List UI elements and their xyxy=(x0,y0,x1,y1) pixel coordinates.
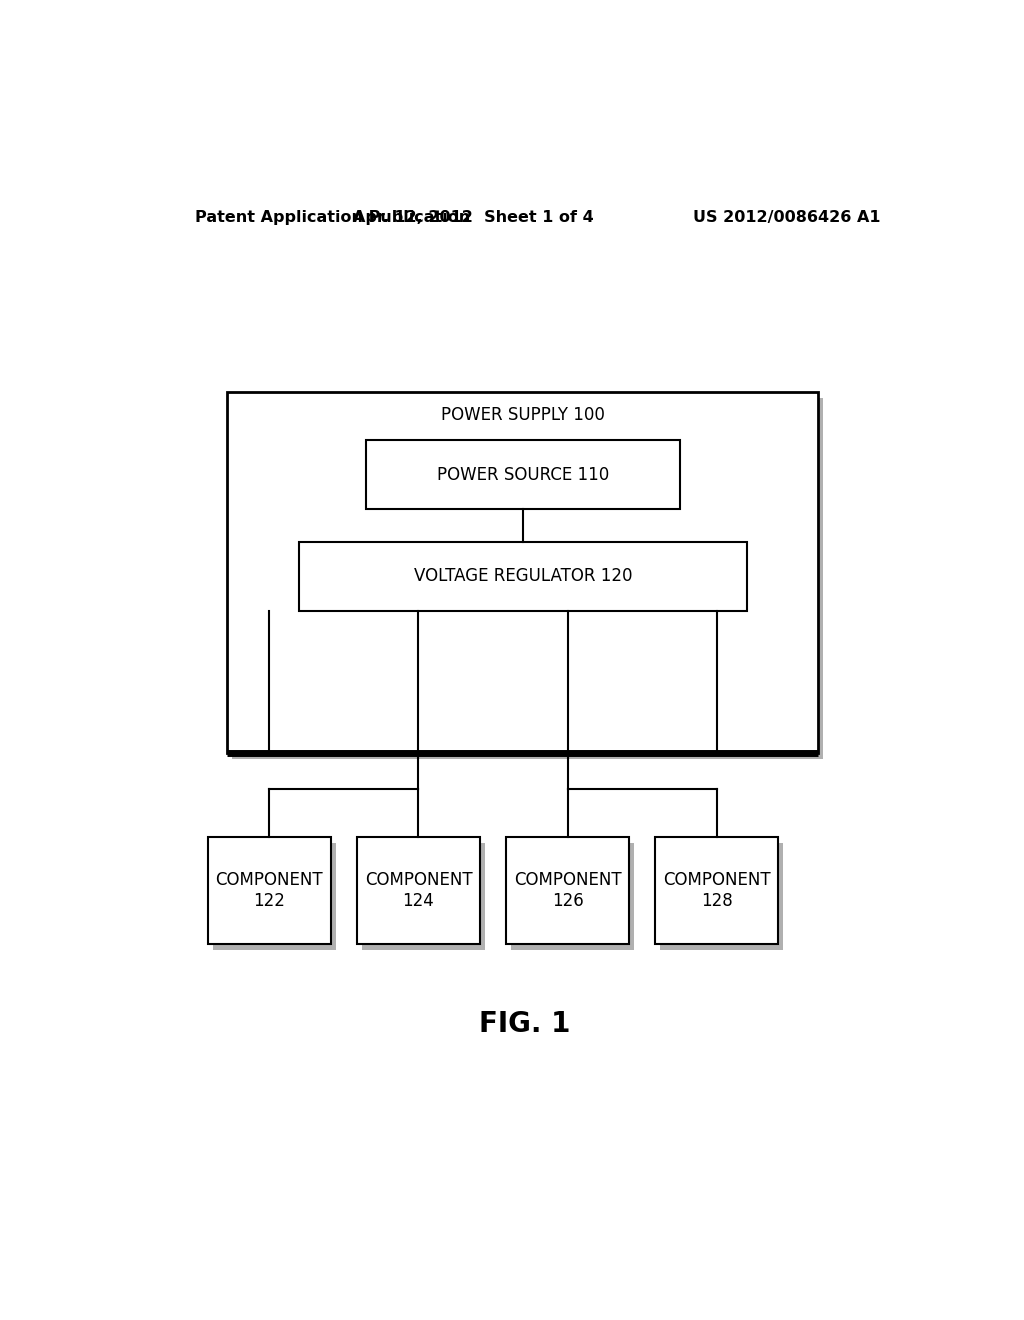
Text: VOLTAGE REGULATOR 120: VOLTAGE REGULATOR 120 xyxy=(414,568,632,585)
Bar xyxy=(299,541,748,611)
Bar xyxy=(511,843,634,949)
Bar xyxy=(655,837,778,944)
Text: Patent Application Publication: Patent Application Publication xyxy=(196,210,471,224)
Bar xyxy=(367,440,680,510)
Text: POWER SOURCE 110: POWER SOURCE 110 xyxy=(436,466,609,483)
Bar xyxy=(506,837,629,944)
Bar xyxy=(232,399,823,759)
Bar xyxy=(227,392,818,752)
Text: FIG. 1: FIG. 1 xyxy=(479,1010,570,1039)
Bar xyxy=(303,548,752,616)
Bar xyxy=(357,837,480,944)
Text: POWER SUPPLY 100: POWER SUPPLY 100 xyxy=(441,405,605,424)
Text: COMPONENT
126: COMPONENT 126 xyxy=(514,871,622,909)
Text: COMPONENT
124: COMPONENT 124 xyxy=(365,871,472,909)
Text: US 2012/0086426 A1: US 2012/0086426 A1 xyxy=(693,210,881,224)
Bar xyxy=(213,843,336,949)
Text: COMPONENT
128: COMPONENT 128 xyxy=(663,871,771,909)
Bar xyxy=(371,446,684,515)
Bar xyxy=(660,843,783,949)
Bar xyxy=(208,837,331,944)
Bar xyxy=(361,843,484,949)
Text: COMPONENT
122: COMPONENT 122 xyxy=(215,871,324,909)
Text: Apr. 12, 2012  Sheet 1 of 4: Apr. 12, 2012 Sheet 1 of 4 xyxy=(353,210,594,224)
